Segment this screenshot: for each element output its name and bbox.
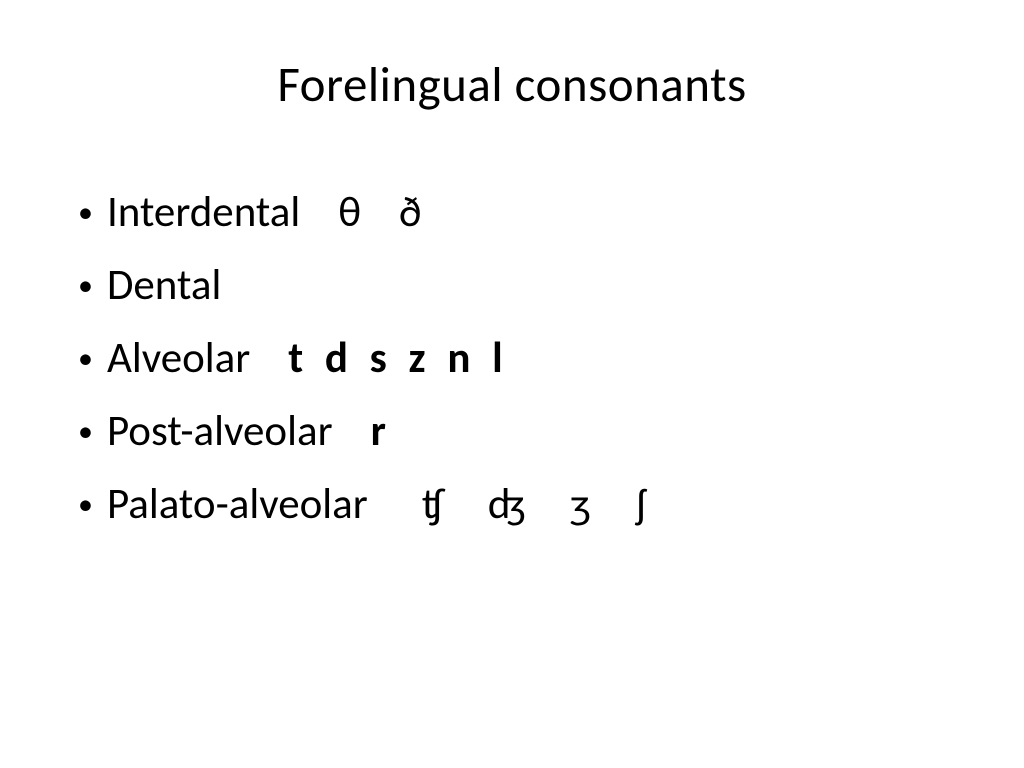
slide-container: Forelingual consonants • Interdental θ ð…	[0, 0, 1024, 768]
list-item: • Palato-alveolar ʧ ʤ ʒ ʃ	[78, 482, 964, 525]
bullet-label: Dental	[107, 263, 221, 306]
bullet-label: Alveolar	[107, 336, 250, 379]
bullet-marker-icon: •	[78, 417, 93, 447]
bullet-list: • Interdental θ ð • Dental • Alveolar t …	[60, 190, 964, 525]
bullet-symbols: t d s z n l	[288, 336, 508, 379]
bullet-symbols: θ ð	[338, 190, 435, 233]
bullet-marker-icon: •	[78, 271, 93, 301]
bullet-symbols: ʧ ʤ ʒ ʃ	[422, 482, 664, 525]
bullet-marker-icon: •	[78, 198, 93, 228]
list-item: • Alveolar t d s z n l	[78, 336, 964, 379]
bullet-marker-icon: •	[78, 490, 93, 520]
list-item: • Dental	[78, 263, 964, 306]
bullet-marker-icon: •	[78, 344, 93, 374]
list-item: • Post-alveolar r	[78, 409, 964, 452]
bullet-label: Palato-alveolar	[107, 482, 368, 525]
bullet-symbols: r	[371, 409, 392, 452]
list-item: • Interdental θ ð	[78, 190, 964, 233]
bullet-label: Post-alveolar	[107, 409, 333, 452]
slide-title: Forelingual consonants	[60, 55, 964, 115]
bullet-label: Interdental	[107, 190, 300, 233]
